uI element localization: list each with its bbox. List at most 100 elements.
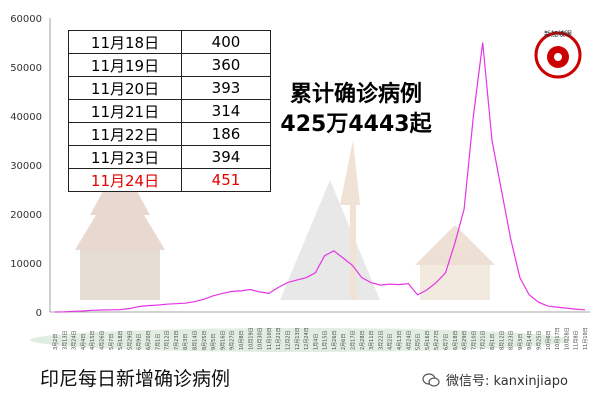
x-tick-label: 10月19日 xyxy=(248,327,254,350)
wechat-watermark: 微信号: kanxinjiapo xyxy=(422,370,568,389)
x-tick-label: 9月14日 xyxy=(527,330,533,350)
x-tick-label: 5月27日 xyxy=(434,330,440,350)
x-tick-label: 8月25日 xyxy=(202,330,208,350)
x-tick-label: 4月13日 xyxy=(397,330,403,350)
x-ticks: 3月2日 3月13日 3月24日 4月4日 4月15日 4月26日 5月7日 5月18日 5月2… xyxy=(53,327,589,350)
x-tick-label: 2月17日 xyxy=(351,330,357,350)
x-tick-label: 1月4日 xyxy=(313,334,319,350)
x-tick-label: 6月9日 xyxy=(137,334,143,350)
x-tick-label: 10月8日 xyxy=(239,330,245,350)
logo-text: 新加坡眼 xyxy=(544,29,572,38)
total-value: 425万4443起 xyxy=(280,112,432,137)
x-tick-label: 6月20日 xyxy=(146,330,152,350)
x-tick-label: 3月13日 xyxy=(62,330,68,350)
x-tick-label: 10月6日 xyxy=(546,330,552,350)
wechat-icon xyxy=(422,372,440,387)
row-date: 11月20日 xyxy=(68,76,182,100)
table-row: 11月19日 360 xyxy=(68,53,271,77)
x-tick-label: 4月15日 xyxy=(90,330,96,350)
x-tick-label: 8月3日 xyxy=(183,334,189,350)
x-tick-label: 3月2日 xyxy=(53,334,59,350)
row-value: 394 xyxy=(181,145,271,169)
x-tick-label: 9月25日 xyxy=(537,330,543,350)
x-tick-label: 5月16日 xyxy=(425,330,431,350)
x-tick-label: 6月7日 xyxy=(444,334,450,350)
x-tick-label: 8月1日 xyxy=(490,334,496,350)
total-label: 累计确诊病例 xyxy=(289,82,422,107)
x-tick-label: 5月18日 xyxy=(118,330,124,350)
row-date: 11月19日 xyxy=(68,53,182,77)
x-tick-label: 5月7日 xyxy=(109,334,115,350)
x-tick-label: 7月23日 xyxy=(174,330,180,350)
x-tick-label: 3月24日 xyxy=(72,330,78,350)
table-row: 11月18日 400 xyxy=(68,30,271,54)
y-tick-label: 20000 xyxy=(10,210,42,221)
x-tick-label: 11月19日 xyxy=(583,327,589,350)
table-row: 11月23日 394 xyxy=(68,145,271,169)
x-tick-label: 4月2日 xyxy=(388,334,394,350)
background-decoration xyxy=(30,140,570,352)
x-tick-label: 11月21日 xyxy=(276,327,282,350)
table-row: 11月22日 186 xyxy=(68,122,271,146)
x-tick-label: 8月23日 xyxy=(509,330,515,350)
x-tick-label: 1月15日 xyxy=(323,330,329,350)
x-tick-label: 12月13日 xyxy=(295,327,301,350)
x-tick-label: 2月28日 xyxy=(360,330,366,350)
x-tick-label: 9月3日 xyxy=(518,334,524,350)
x-tick-label: 4月26日 xyxy=(99,330,105,350)
y-tick-label: 10000 xyxy=(10,259,42,270)
daily-cases-table: 11月18日 400 11月19日 360 11月20日 393 11月21日 314 11月2… xyxy=(68,30,271,192)
row-value: 400 xyxy=(181,30,271,54)
table-row: 11月24日 451 xyxy=(68,168,271,192)
series-line xyxy=(54,42,586,313)
y-tick-label: 50000 xyxy=(10,63,42,74)
x-tick-label: 6月18日 xyxy=(453,330,459,350)
x-tick-label: 3月22日 xyxy=(378,330,384,350)
x-tick-label: 12月24日 xyxy=(304,327,310,350)
y-ticks: 0 10000 20000 30000 40000 50000 60000 xyxy=(10,14,42,319)
x-tick-label: 12月2日 xyxy=(285,330,291,350)
total-cases: 累计确诊病例 425万4443起 xyxy=(246,80,466,140)
x-tick-label: 6月29日 xyxy=(462,330,468,350)
x-tick-label: 3月11日 xyxy=(369,330,375,350)
row-date: 11月23日 xyxy=(68,145,182,169)
axes xyxy=(49,18,590,313)
x-tick-label: 1月26日 xyxy=(332,330,338,350)
row-date: 11月18日 xyxy=(68,30,182,54)
x-tick-label: 8月14日 xyxy=(192,330,198,350)
caption: 印尼每日新增确诊病例 xyxy=(40,368,231,390)
x-tick-label: 11月10日 xyxy=(267,327,273,350)
x-tick-label: 10月30日 xyxy=(258,327,264,350)
x-tick-label: 4月4日 xyxy=(81,334,87,350)
x-tick-label: 11月8日 xyxy=(574,330,580,350)
row-value: 314 xyxy=(181,99,271,123)
x-tick-label: 7月1日 xyxy=(155,334,161,350)
xinjiapo-eye-logo: 新加坡眼 xyxy=(534,29,582,79)
table-row: 11月21日 314 xyxy=(68,99,271,123)
x-tick-label: 8月12日 xyxy=(499,330,505,350)
y-tick-label: 30000 xyxy=(10,161,42,172)
y-tick-label: 40000 xyxy=(10,112,42,123)
row-date: 11月24日 xyxy=(68,168,182,192)
wechat-id: 微信号: kanxinjiapo xyxy=(446,374,568,389)
x-tick-label: 9月27日 xyxy=(230,330,236,350)
x-tick-label: 4月24日 xyxy=(406,330,412,350)
x-tick-label: 9月16日 xyxy=(220,330,226,350)
row-date: 11月22日 xyxy=(68,122,182,146)
row-value: 451 xyxy=(181,168,271,192)
x-tick-label: 5月5日 xyxy=(416,334,422,350)
x-tick-label: 7月12日 xyxy=(165,330,171,350)
x-tick-label: 2月6日 xyxy=(341,334,347,350)
row-value: 393 xyxy=(181,76,271,100)
x-tick-label: 10月28日 xyxy=(564,327,570,350)
x-tick-label: 7月21日 xyxy=(481,330,487,350)
x-tick-label: 7月10日 xyxy=(471,330,477,350)
table-row: 11月20日 393 xyxy=(68,76,271,100)
x-tick-label: 5月29日 xyxy=(127,330,133,350)
y-tick-label: 0 xyxy=(36,308,42,319)
row-value: 360 xyxy=(181,53,271,77)
x-tick-label: 9月5日 xyxy=(211,334,217,350)
x-tick-label: 10月17日 xyxy=(555,327,561,350)
